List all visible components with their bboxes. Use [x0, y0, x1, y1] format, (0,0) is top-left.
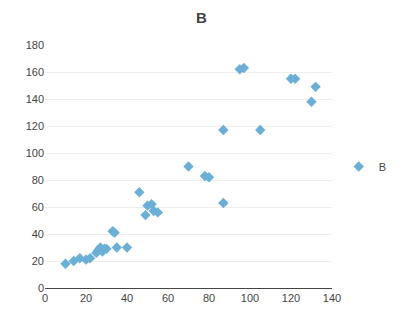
- svg-text:120: 120: [26, 120, 44, 132]
- svg-text:20: 20: [32, 255, 44, 267]
- svg-text:80: 80: [203, 292, 215, 304]
- svg-text:0: 0: [42, 292, 48, 304]
- svg-text:100: 100: [241, 292, 259, 304]
- svg-text:40: 40: [32, 228, 44, 240]
- svg-text:140: 140: [26, 93, 44, 105]
- svg-text:160: 160: [26, 66, 44, 78]
- svg-text:180: 180: [26, 39, 44, 51]
- svg-text:60: 60: [162, 292, 174, 304]
- svg-text:120: 120: [282, 292, 300, 304]
- svg-text:40: 40: [121, 292, 133, 304]
- svg-text:B: B: [196, 9, 207, 26]
- svg-text:100: 100: [26, 147, 44, 159]
- svg-text:0: 0: [38, 282, 44, 294]
- svg-text:140: 140: [323, 292, 341, 304]
- svg-text:20: 20: [80, 292, 92, 304]
- svg-text:80: 80: [32, 174, 44, 186]
- svg-text:60: 60: [32, 201, 44, 213]
- svg-text:B: B: [379, 161, 386, 173]
